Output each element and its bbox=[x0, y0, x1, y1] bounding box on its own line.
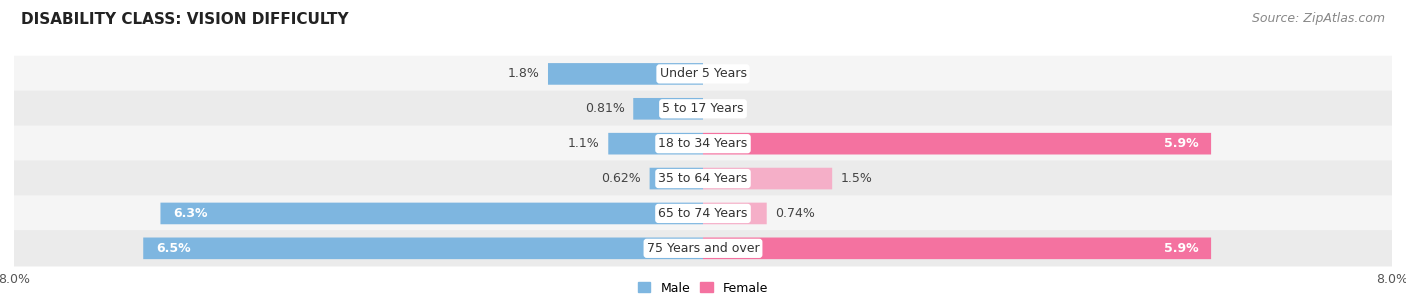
Text: 5 to 17 Years: 5 to 17 Years bbox=[662, 102, 744, 115]
FancyBboxPatch shape bbox=[11, 161, 1395, 197]
FancyBboxPatch shape bbox=[11, 91, 1395, 127]
FancyBboxPatch shape bbox=[11, 195, 1395, 232]
Text: 18 to 34 Years: 18 to 34 Years bbox=[658, 137, 748, 150]
FancyBboxPatch shape bbox=[11, 230, 1395, 267]
FancyBboxPatch shape bbox=[11, 126, 1395, 162]
Text: 1.1%: 1.1% bbox=[568, 137, 599, 150]
FancyBboxPatch shape bbox=[703, 133, 1211, 154]
Text: 0.74%: 0.74% bbox=[775, 207, 815, 220]
FancyBboxPatch shape bbox=[703, 237, 1211, 259]
Text: Under 5 Years: Under 5 Years bbox=[659, 67, 747, 80]
Text: 5.9%: 5.9% bbox=[1164, 242, 1198, 255]
FancyBboxPatch shape bbox=[11, 56, 1395, 92]
FancyBboxPatch shape bbox=[703, 168, 832, 189]
FancyBboxPatch shape bbox=[143, 237, 703, 259]
Text: 0.0%: 0.0% bbox=[711, 102, 744, 115]
FancyBboxPatch shape bbox=[160, 203, 703, 224]
Text: 65 to 74 Years: 65 to 74 Years bbox=[658, 207, 748, 220]
FancyBboxPatch shape bbox=[703, 203, 766, 224]
FancyBboxPatch shape bbox=[633, 98, 703, 119]
FancyBboxPatch shape bbox=[609, 133, 703, 154]
Text: 0.0%: 0.0% bbox=[711, 67, 744, 80]
Text: 75 Years and over: 75 Years and over bbox=[647, 242, 759, 255]
Text: 0.62%: 0.62% bbox=[602, 172, 641, 185]
Text: 1.5%: 1.5% bbox=[841, 172, 873, 185]
FancyBboxPatch shape bbox=[548, 63, 703, 85]
Text: 6.5%: 6.5% bbox=[156, 242, 191, 255]
Text: 0.81%: 0.81% bbox=[585, 102, 624, 115]
Text: DISABILITY CLASS: VISION DIFFICULTY: DISABILITY CLASS: VISION DIFFICULTY bbox=[21, 12, 349, 27]
Text: 5.9%: 5.9% bbox=[1164, 137, 1198, 150]
FancyBboxPatch shape bbox=[650, 168, 703, 189]
Text: 6.3%: 6.3% bbox=[173, 207, 208, 220]
Text: 35 to 64 Years: 35 to 64 Years bbox=[658, 172, 748, 185]
Text: Source: ZipAtlas.com: Source: ZipAtlas.com bbox=[1251, 12, 1385, 25]
Text: 1.8%: 1.8% bbox=[508, 67, 540, 80]
Legend: Male, Female: Male, Female bbox=[633, 277, 773, 299]
